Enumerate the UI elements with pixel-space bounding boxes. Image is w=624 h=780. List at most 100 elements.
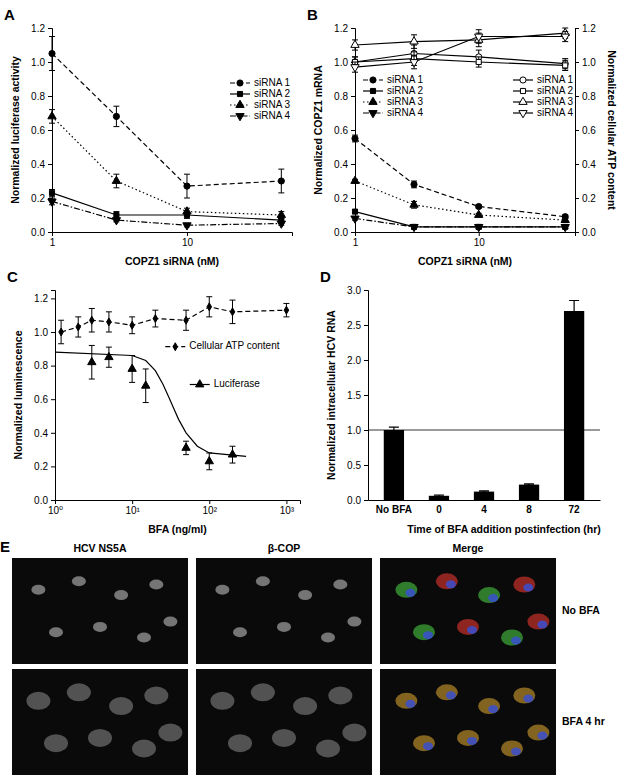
x-axis: No BFA04872 <box>369 501 601 516</box>
data-point <box>351 216 359 223</box>
tick-mark <box>575 62 579 63</box>
x-axis-title: Time of BFA addition postinfection (hr) <box>407 523 601 535</box>
data-point <box>228 450 236 457</box>
tick-label: 0.4 <box>334 159 348 170</box>
column-header: Merge <box>453 542 484 554</box>
nucleus <box>467 626 477 634</box>
cell-signal <box>298 590 312 600</box>
tick-label: 1 <box>50 237 56 248</box>
data-point <box>475 34 483 41</box>
tick: 10² <box>203 500 218 516</box>
series <box>352 209 568 229</box>
tick-label: 2.0 <box>347 355 361 366</box>
tick-mark <box>364 500 368 501</box>
tick-label: 1.2 <box>334 23 348 34</box>
tick-mark <box>575 198 579 199</box>
y-axis-title: Normalized intracellular HCV RNA <box>325 310 337 480</box>
tick-mark <box>51 500 55 501</box>
tick-mark <box>364 290 368 291</box>
cell-signal <box>251 683 275 701</box>
legend-entry: Luciferase <box>190 378 261 389</box>
plot-area <box>368 301 600 501</box>
tick-mark <box>187 232 188 236</box>
error-bar <box>352 135 358 142</box>
tick-mark <box>51 399 55 400</box>
legend-entry: siRNA 4 <box>513 107 574 118</box>
tick: 0 <box>436 504 442 515</box>
row-label: BFA 4 hr <box>562 715 605 727</box>
data-point <box>476 203 482 209</box>
error-bar <box>569 301 579 322</box>
tick: 0.5 <box>347 460 368 471</box>
data-point <box>114 212 119 217</box>
tick-mark <box>351 232 355 233</box>
legend-entry: siRNA 2 <box>363 85 424 96</box>
chart-2: 10⁰10¹10²10³0.00.20.40.60.81.01.2CBFA (n… <box>7 268 301 535</box>
tick-mark <box>364 465 368 466</box>
error-bar <box>562 60 568 70</box>
tick: 10³ <box>280 500 295 516</box>
legend-entry: siRNA 3 <box>230 99 291 110</box>
tick: 0.0 <box>34 495 55 506</box>
tick-mark <box>351 164 355 165</box>
data-point <box>48 112 56 119</box>
tick-mark <box>48 28 52 29</box>
y-axis: 0.00.20.40.60.81.01.2 <box>34 291 55 506</box>
error-bar <box>49 37 55 71</box>
data-point <box>351 40 359 47</box>
tick-label: 1.0 <box>34 327 48 338</box>
legend: siRNA 1siRNA 2siRNA 3siRNA 4siRNA 1siRNA… <box>363 74 574 118</box>
tick-mark <box>575 130 579 131</box>
legend-label: Luciferase <box>214 378 261 389</box>
cell-signal <box>228 734 252 752</box>
series <box>351 216 570 232</box>
data-point <box>128 364 136 371</box>
tick-mark <box>209 500 210 504</box>
bar <box>474 492 494 500</box>
cell-signal <box>478 587 500 603</box>
cell-signal <box>233 627 247 637</box>
tick: 1.2 <box>34 293 55 304</box>
y-axis-title: Normalized luciferase activity <box>9 56 21 204</box>
tick-label: 0.6 <box>34 394 48 405</box>
error-bar <box>434 495 444 496</box>
tick-label: 0 <box>436 504 442 515</box>
error-bar <box>411 181 417 188</box>
data-point <box>112 176 120 183</box>
nucleus <box>488 705 498 713</box>
nucleus <box>446 580 456 588</box>
legend-entry: siRNA 3 <box>513 96 574 107</box>
series <box>48 110 286 219</box>
legend: Cellular ATP content Luciferase <box>165 340 279 389</box>
tick-mark <box>364 395 368 396</box>
tick: 0.0 <box>334 227 355 238</box>
cell-signal <box>114 590 128 600</box>
x-axis-line <box>56 501 301 505</box>
cell-signal <box>478 698 500 714</box>
tick-mark <box>575 28 579 29</box>
cell-signal <box>395 693 417 709</box>
legend-marker <box>237 80 243 86</box>
data-point <box>183 223 191 230</box>
tick: 10¹ <box>125 500 140 516</box>
data-point <box>142 381 150 388</box>
data-point <box>107 318 112 326</box>
legend-marker <box>520 77 526 83</box>
bar <box>519 485 539 500</box>
nucleus <box>511 637 521 645</box>
series <box>351 176 570 222</box>
series-line <box>52 54 281 187</box>
tick: 1.2 <box>575 23 596 34</box>
data-point <box>105 352 113 359</box>
legend-label: siRNA 2 <box>254 88 291 99</box>
legend-marker <box>520 88 525 93</box>
error-bar <box>524 484 534 485</box>
tick: 0.2 <box>575 193 596 204</box>
cell-signal <box>513 577 535 593</box>
tick: 1 <box>50 232 56 248</box>
legend-entry: Cellular ATP content <box>165 340 279 351</box>
tick: 10 <box>182 232 194 248</box>
micrograph-frame <box>12 669 188 775</box>
tick: 10 <box>474 232 486 248</box>
legend-label: siRNA 1 <box>537 74 574 85</box>
